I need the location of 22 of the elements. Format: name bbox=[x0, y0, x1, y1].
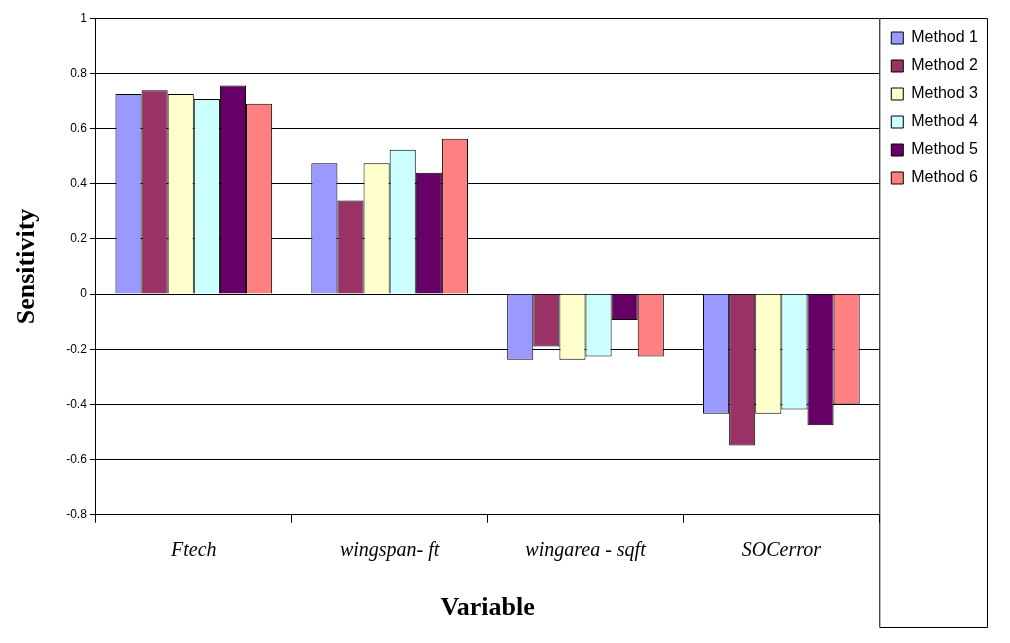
x-tick-label: Ftech bbox=[170, 538, 217, 561]
legend-label: Method 1 bbox=[911, 28, 979, 46]
y-tick-label: -0.6 bbox=[66, 451, 88, 466]
y-tick-label: -0.2 bbox=[66, 341, 88, 356]
y-tick-label: 0 bbox=[80, 286, 88, 301]
x-tick-label: wingspan- ft bbox=[339, 538, 440, 562]
y-tick-label: -0.8 bbox=[66, 507, 88, 522]
x-tick-label: wingarea - sqft bbox=[525, 538, 647, 562]
y-tick-label: -0.4 bbox=[66, 396, 88, 411]
legend-label: Method 2 bbox=[911, 56, 979, 74]
legend-label: Method 4 bbox=[911, 112, 979, 130]
y-tick-label: 0.2 bbox=[70, 231, 88, 246]
legend-label: Method 3 bbox=[911, 84, 979, 102]
y-tick-label: 0.6 bbox=[70, 120, 88, 135]
legend-label: Method 5 bbox=[911, 140, 979, 158]
y-tick-label: 1 bbox=[80, 10, 88, 25]
y-axis-title: Sensitivity bbox=[11, 208, 41, 325]
x-tick-label: SOCerror bbox=[741, 538, 822, 561]
y-tick-label: 0.4 bbox=[70, 176, 88, 191]
x-axis-title: Variable bbox=[440, 592, 535, 622]
y-tick-label: 0.8 bbox=[70, 65, 88, 80]
legend-label: Method 6 bbox=[911, 168, 979, 186]
